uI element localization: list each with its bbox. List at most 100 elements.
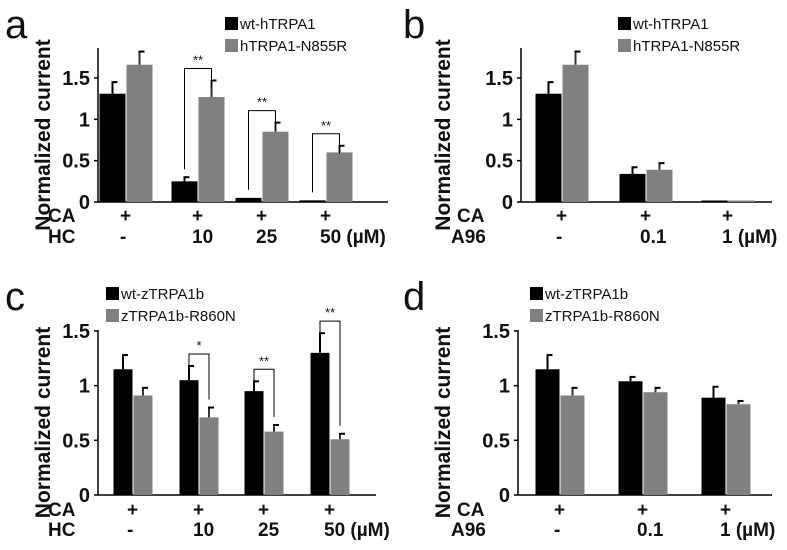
condition-value: - xyxy=(120,227,126,248)
y-tick-label: 0 xyxy=(79,485,90,507)
condition-value: + xyxy=(127,500,138,521)
bar-zTRPA1b-R860N-0 xyxy=(133,395,153,495)
legend-label: zTRPA1b-R860N xyxy=(545,308,660,325)
bar-hTRPA1-N855R-2 xyxy=(728,200,755,202)
legend-label: zTRPA1b-R860N xyxy=(121,308,236,325)
bar-hTRPA1-N855R-0 xyxy=(562,64,589,202)
significance-bracket xyxy=(248,110,276,190)
legend-swatch-wt-zTRPA1b xyxy=(530,287,543,300)
bar-wt-zTRPA1b-3 xyxy=(310,352,330,495)
legend-label: wt-hTRPA1 xyxy=(239,16,316,33)
condition-label-CA: CA xyxy=(48,500,76,521)
condition-value: 50 (µM) xyxy=(320,227,386,248)
legend-swatch-wt-hTRPA1 xyxy=(618,17,631,30)
condition-value: - xyxy=(127,520,133,541)
legend-swatch-zTRPA1b-R860N xyxy=(106,309,119,322)
significance-marker: ** xyxy=(321,118,331,133)
bar-wt-zTRPA1b-0 xyxy=(535,369,560,495)
bar-wt-hTRPA1-0 xyxy=(99,93,126,202)
y-axis-label: Normalized current xyxy=(432,39,455,230)
significance-bracket xyxy=(319,320,341,426)
y-tick-label: 1 xyxy=(79,109,90,131)
condition-value: 1 (µM) xyxy=(720,520,775,541)
condition-value: + xyxy=(554,500,565,521)
legend-swatch-hTRPA1-N855R xyxy=(225,39,238,52)
condition-value: + xyxy=(192,206,203,227)
y-tick-label: 0 xyxy=(502,192,513,214)
bar-hTRPA1-N855R-0 xyxy=(126,64,153,202)
bar-wt-hTRPA1-0 xyxy=(535,93,562,202)
bar-wt-zTRPA1b-1 xyxy=(179,380,199,495)
bar-zTRPA1b-R860N-1 xyxy=(643,392,668,495)
bar-wt-zTRPA1b-0 xyxy=(113,369,133,495)
condition-value: 25 xyxy=(256,227,278,248)
y-tick-label: 1 xyxy=(499,376,510,398)
significance-bracket xyxy=(188,353,210,400)
panel-label-a: a xyxy=(5,3,28,47)
condition-value: 10 xyxy=(192,227,213,248)
bar-wt-hTRPA1-1 xyxy=(171,181,198,202)
bar-hTRPA1-N855R-1 xyxy=(646,169,673,202)
significance-marker: ** xyxy=(193,52,203,67)
condition-value: + xyxy=(640,206,651,227)
y-axis-label: Normalized current xyxy=(32,327,55,518)
condition-value: + xyxy=(720,500,731,521)
y-tick-label: 0.5 xyxy=(62,430,90,452)
y-axis-label: Normalized current xyxy=(432,327,455,518)
condition-value: + xyxy=(258,500,269,521)
y-axis-label: Normalized current xyxy=(32,39,55,230)
significance-marker: ** xyxy=(325,305,335,320)
condition-value: + xyxy=(120,206,131,227)
bar-wt-zTRPA1b-2 xyxy=(244,391,264,495)
bar-wt-hTRPA1-3 xyxy=(299,200,326,202)
condition-value: 10 xyxy=(193,520,214,541)
legend-swatch-wt-zTRPA1b xyxy=(106,287,119,300)
condition-value: 0.1 xyxy=(640,227,667,248)
panel-label-c: c xyxy=(5,275,25,319)
y-tick-label: 1 xyxy=(502,109,513,131)
significance-bracket xyxy=(312,133,340,193)
bar-zTRPA1b-R860N-1 xyxy=(199,417,219,495)
condition-label-HC: HC xyxy=(48,227,76,248)
condition-label-CA: CA xyxy=(457,206,485,227)
significance-marker: ** xyxy=(257,95,267,110)
condition-value: + xyxy=(256,206,267,227)
bar-wt-hTRPA1-2 xyxy=(235,197,262,202)
condition-value: + xyxy=(556,206,567,227)
y-tick-label: 1 xyxy=(79,376,90,398)
y-tick-label: 1.5 xyxy=(62,321,90,343)
condition-value: 50 (µM) xyxy=(324,520,390,541)
legend-label: wt-zTRPA1b xyxy=(544,286,628,303)
condition-value: + xyxy=(320,206,331,227)
y-tick-label: 0.5 xyxy=(485,151,513,173)
significance-bracket xyxy=(253,368,275,418)
legend-label: hTRPA1-N855R xyxy=(240,38,347,55)
significance-marker: * xyxy=(196,338,201,353)
bar-hTRPA1-N855R-1 xyxy=(198,97,225,202)
significance-marker: ** xyxy=(259,353,269,368)
legend-swatch-hTRPA1-N855R xyxy=(618,39,631,52)
bar-wt-hTRPA1-2 xyxy=(701,200,728,202)
condition-value: + xyxy=(722,206,733,227)
y-tick-label: 0 xyxy=(79,192,90,214)
bar-zTRPA1b-R860N-2 xyxy=(726,404,751,495)
legend-label: wt-hTRPA1 xyxy=(632,16,709,33)
y-tick-label: 0.5 xyxy=(62,151,90,173)
y-tick-label: 0.5 xyxy=(482,430,510,452)
condition-label-CA: CA xyxy=(457,500,485,521)
legend-swatch-wt-hTRPA1 xyxy=(225,17,238,30)
bar-hTRPA1-N855R-3 xyxy=(326,152,353,202)
condition-value: 1 (µM) xyxy=(722,227,777,248)
y-tick-label: 0 xyxy=(499,485,510,507)
condition-value: + xyxy=(637,500,648,521)
panel-label-d: d xyxy=(403,275,425,319)
condition-value: 0.1 xyxy=(637,520,664,541)
legend-label: hTRPA1-N855R xyxy=(633,38,740,55)
legend-label: wt-zTRPA1b xyxy=(120,286,204,303)
bar-zTRPA1b-R860N-0 xyxy=(560,395,585,495)
condition-label-A96: A96 xyxy=(451,227,486,248)
significance-bracket xyxy=(184,67,212,170)
condition-label-A96: A96 xyxy=(451,520,486,541)
condition-value: - xyxy=(554,520,560,541)
